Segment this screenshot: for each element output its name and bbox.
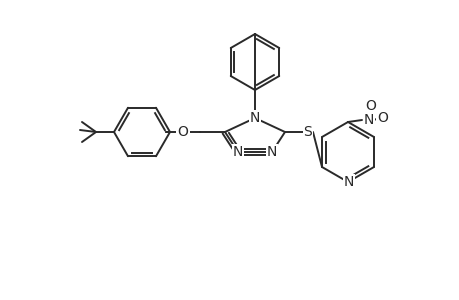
Text: O: O (177, 125, 188, 139)
Text: N: N (343, 175, 353, 189)
Text: N: N (232, 145, 243, 159)
Text: O: O (365, 99, 375, 113)
Text: O: O (377, 111, 387, 125)
Text: N: N (249, 111, 260, 125)
Text: N: N (363, 113, 373, 127)
Text: S: S (303, 125, 312, 139)
Text: N: N (266, 145, 277, 159)
